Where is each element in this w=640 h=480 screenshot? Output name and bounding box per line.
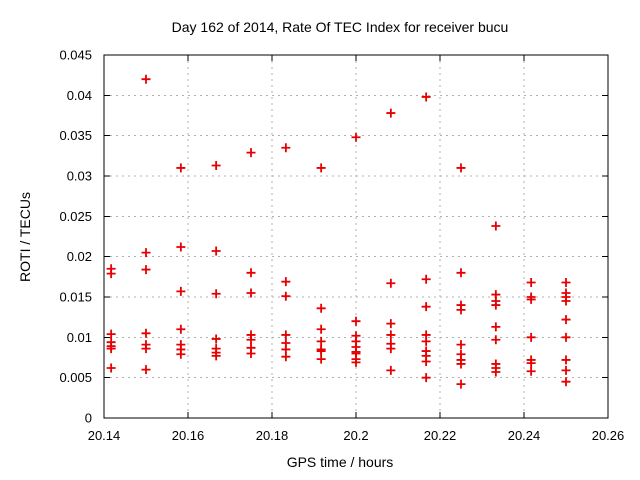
data-point-marker bbox=[316, 354, 326, 364]
data-point-marker bbox=[526, 366, 536, 376]
data-point-marker bbox=[351, 132, 361, 142]
data-point-marker bbox=[491, 335, 501, 345]
data-point-marker bbox=[491, 221, 501, 231]
y-tick-label: 0.04 bbox=[67, 88, 92, 103]
x-tick-label: 20.2 bbox=[343, 428, 368, 443]
x-tick-label: 20.24 bbox=[508, 428, 541, 443]
plot-border bbox=[103, 54, 609, 419]
y-tick-label: 0 bbox=[85, 411, 92, 426]
data-point-marker bbox=[351, 316, 361, 326]
data-point-marker bbox=[316, 346, 326, 356]
grid-lines bbox=[104, 55, 608, 418]
data-point-marker bbox=[211, 334, 221, 344]
data-point-marker bbox=[456, 379, 466, 389]
data-point-marker bbox=[456, 359, 466, 369]
data-point-marker bbox=[141, 74, 151, 84]
data-point-marker bbox=[421, 302, 431, 312]
y-tick-label: 0.015 bbox=[59, 290, 92, 305]
data-point-marker bbox=[246, 348, 256, 358]
data-point-marker bbox=[316, 303, 326, 313]
data-point-marker bbox=[526, 294, 536, 304]
data-point-marker bbox=[456, 340, 466, 350]
y-tick-label: 0.005 bbox=[59, 370, 92, 385]
x-tick-label: 20.16 bbox=[172, 428, 205, 443]
data-point-marker bbox=[246, 268, 256, 278]
data-point-marker bbox=[386, 108, 396, 118]
data-point-marker bbox=[561, 277, 571, 287]
y-tick-label: 0.03 bbox=[67, 169, 92, 184]
data-point-marker bbox=[106, 269, 116, 279]
tick-labels: 20.14 20.16 20.18 20.2 20.22 20.24 20.26 0 0.005… bbox=[59, 48, 624, 444]
data-point-marker bbox=[176, 163, 186, 173]
data-point-marker bbox=[561, 377, 571, 387]
data-point-marker bbox=[281, 277, 291, 287]
data-point-marker bbox=[561, 355, 571, 365]
data-point-marker bbox=[386, 278, 396, 288]
data-point-marker bbox=[246, 288, 256, 298]
data-point-marker bbox=[211, 289, 221, 299]
y-tick-label: 0.045 bbox=[59, 48, 92, 63]
data-point-marker bbox=[421, 373, 431, 383]
chart-title: Day 162 of 2014, Rate Of TEC Index for r… bbox=[171, 19, 509, 35]
data-point-marker bbox=[421, 274, 431, 284]
data-point-marker bbox=[561, 332, 571, 342]
data-point-marker bbox=[386, 330, 396, 340]
data-point-marker bbox=[106, 329, 116, 339]
x-tick-label: 20.14 bbox=[88, 428, 121, 443]
data-point-marker bbox=[526, 277, 536, 287]
data-point-marker bbox=[246, 335, 256, 345]
data-point-marker bbox=[141, 328, 151, 338]
data-point-marker bbox=[141, 248, 151, 258]
y-tick-label: 0.01 bbox=[67, 330, 92, 345]
data-point-marker bbox=[386, 365, 396, 375]
data-point-marker bbox=[351, 357, 361, 367]
data-point-marker bbox=[281, 143, 291, 153]
data-point-marker bbox=[211, 161, 221, 171]
data-point-marker bbox=[141, 365, 151, 375]
data-point-marker bbox=[316, 163, 326, 173]
data-point-marker bbox=[176, 349, 186, 359]
data-point-marker bbox=[561, 315, 571, 325]
data-point-marker bbox=[141, 344, 151, 354]
data-point-marker bbox=[106, 363, 116, 373]
data-point-marker bbox=[561, 296, 571, 306]
data-point-marker bbox=[421, 92, 431, 102]
data-point-marker bbox=[526, 332, 536, 342]
x-axis-label: GPS time / hours bbox=[286, 454, 394, 470]
data-point-marker bbox=[246, 148, 256, 158]
data-point-marker bbox=[141, 265, 151, 275]
data-point-marker bbox=[316, 324, 326, 334]
data-point-marker bbox=[281, 352, 291, 362]
data-point-marker bbox=[561, 365, 571, 375]
y-tick-label: 0.02 bbox=[67, 249, 92, 264]
data-point-marker bbox=[526, 358, 536, 368]
data-point-marker bbox=[316, 336, 326, 346]
x-tick-label: 20.18 bbox=[256, 428, 289, 443]
data-point-marker bbox=[456, 163, 466, 173]
data-point-marker bbox=[421, 336, 431, 346]
data-point-marker bbox=[176, 286, 186, 296]
data-point-marker bbox=[421, 357, 431, 367]
data-point-marker bbox=[176, 242, 186, 252]
data-point-marker bbox=[281, 291, 291, 301]
data-point-marker bbox=[386, 344, 396, 354]
data-point-marker bbox=[386, 319, 396, 329]
data-point-marker bbox=[491, 322, 501, 332]
data-point-marker bbox=[491, 300, 501, 310]
x-tick-label: 20.22 bbox=[424, 428, 457, 443]
data-point-marker bbox=[106, 344, 116, 354]
data-point-marker bbox=[491, 367, 501, 377]
data-point-marker bbox=[176, 324, 186, 334]
data-point-marker bbox=[281, 330, 291, 340]
data-point-marker bbox=[211, 351, 221, 361]
data-point-marker bbox=[211, 246, 221, 256]
y-tick-label: 0.025 bbox=[59, 209, 92, 224]
x-tick-label: 20.26 bbox=[592, 428, 625, 443]
y-tick-label: 0.035 bbox=[59, 128, 92, 143]
data-point-marker bbox=[456, 305, 466, 315]
data-point-marker bbox=[456, 268, 466, 278]
data-points bbox=[106, 74, 571, 389]
